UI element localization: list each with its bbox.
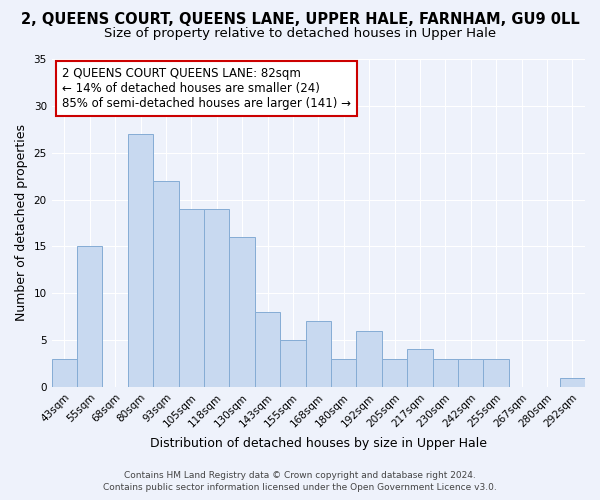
Bar — [560, 378, 585, 387]
Y-axis label: Number of detached properties: Number of detached properties — [15, 124, 28, 322]
Bar — [458, 359, 484, 387]
Bar — [255, 312, 280, 387]
Bar — [407, 350, 433, 387]
Bar — [204, 209, 229, 387]
Bar — [153, 181, 179, 387]
Bar — [229, 237, 255, 387]
Bar — [179, 209, 204, 387]
Bar — [484, 359, 509, 387]
Text: Size of property relative to detached houses in Upper Hale: Size of property relative to detached ho… — [104, 28, 496, 40]
Bar — [52, 359, 77, 387]
Text: 2 QUEENS COURT QUEENS LANE: 82sqm
← 14% of detached houses are smaller (24)
85% : 2 QUEENS COURT QUEENS LANE: 82sqm ← 14% … — [62, 67, 352, 110]
X-axis label: Distribution of detached houses by size in Upper Hale: Distribution of detached houses by size … — [150, 437, 487, 450]
Text: Contains HM Land Registry data © Crown copyright and database right 2024.
Contai: Contains HM Land Registry data © Crown c… — [103, 471, 497, 492]
Bar — [128, 134, 153, 387]
Bar — [382, 359, 407, 387]
Bar — [433, 359, 458, 387]
Bar — [305, 322, 331, 387]
Bar — [77, 246, 103, 387]
Text: 2, QUEENS COURT, QUEENS LANE, UPPER HALE, FARNHAM, GU9 0LL: 2, QUEENS COURT, QUEENS LANE, UPPER HALE… — [20, 12, 580, 28]
Bar — [356, 330, 382, 387]
Bar — [331, 359, 356, 387]
Bar — [280, 340, 305, 387]
